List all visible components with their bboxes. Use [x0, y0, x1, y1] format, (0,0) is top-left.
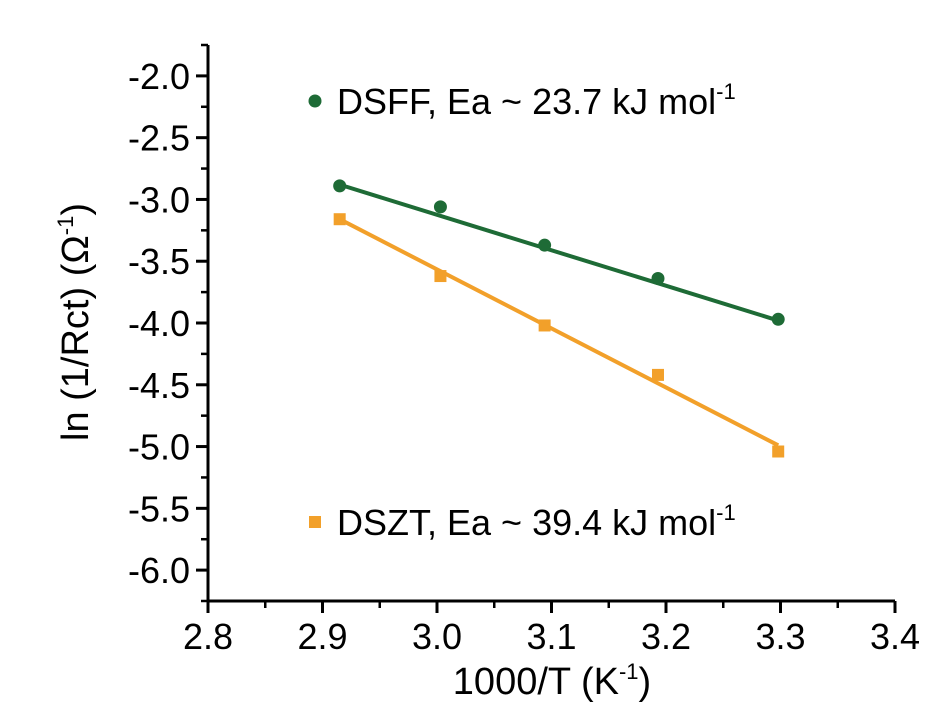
- y-tick-label: -4.0: [128, 303, 190, 344]
- y-axis-label: ln (1/Rct) (Ω-1): [53, 203, 97, 441]
- y-tick-label: -4.5: [128, 365, 190, 406]
- legend: DSFF, Ea ~ 23.7 kJ mol-1 DSZT, Ea ~ 39.4 …: [308, 79, 736, 543]
- x-tick-label: 2.8: [183, 616, 233, 657]
- fit-line-1: [339, 182, 779, 323]
- y-tick-label: -2.0: [128, 56, 190, 97]
- point-series-1: [651, 272, 665, 286]
- point-series-2: [538, 319, 551, 332]
- point-series-2: [434, 270, 447, 283]
- point-series-1: [771, 312, 785, 326]
- fit-lines: [338, 182, 780, 448]
- x-tick-label: 2.9: [297, 616, 347, 657]
- y-tick-label: -5.5: [128, 488, 190, 529]
- point-series-1: [538, 238, 552, 252]
- x-axis-label: 1000/T (K-1): [453, 659, 651, 703]
- legend-label-1: DSFF, Ea ~ 23.7 kJ mol-1: [337, 79, 736, 122]
- point-series-2: [772, 445, 785, 458]
- y-tick-label: -6.0: [128, 550, 190, 591]
- axes: 2.8 2.9 3.0 3.1 3.2 3.3 3.4 -2.0 -2.5 -3.0 -3.5 -4.…: [128, 43, 920, 657]
- point-series-1: [433, 200, 447, 214]
- legend-marker-2: [309, 516, 321, 528]
- point-series-2: [651, 368, 664, 381]
- point-series-1: [333, 179, 347, 193]
- y-tick-label: -5.0: [128, 427, 190, 468]
- point-series-2: [333, 213, 346, 226]
- legend-marker-1: [308, 94, 322, 108]
- data-points: [333, 179, 785, 458]
- x-tick-label: 3.0: [412, 616, 462, 657]
- y-tick-label: -3.0: [128, 179, 190, 220]
- y-tick-label: -2.5: [128, 118, 190, 159]
- legend-label-2: DSZT, Ea ~ 39.4 kJ mol-1: [337, 500, 736, 543]
- y-tick-label: -3.5: [128, 241, 190, 282]
- fit-line-2: [338, 217, 780, 448]
- x-tick-label: 3.2: [641, 616, 691, 657]
- x-tick-label: 3.3: [755, 616, 805, 657]
- x-tick-label: 3.4: [870, 616, 920, 657]
- x-tick-label: 3.1: [526, 616, 576, 657]
